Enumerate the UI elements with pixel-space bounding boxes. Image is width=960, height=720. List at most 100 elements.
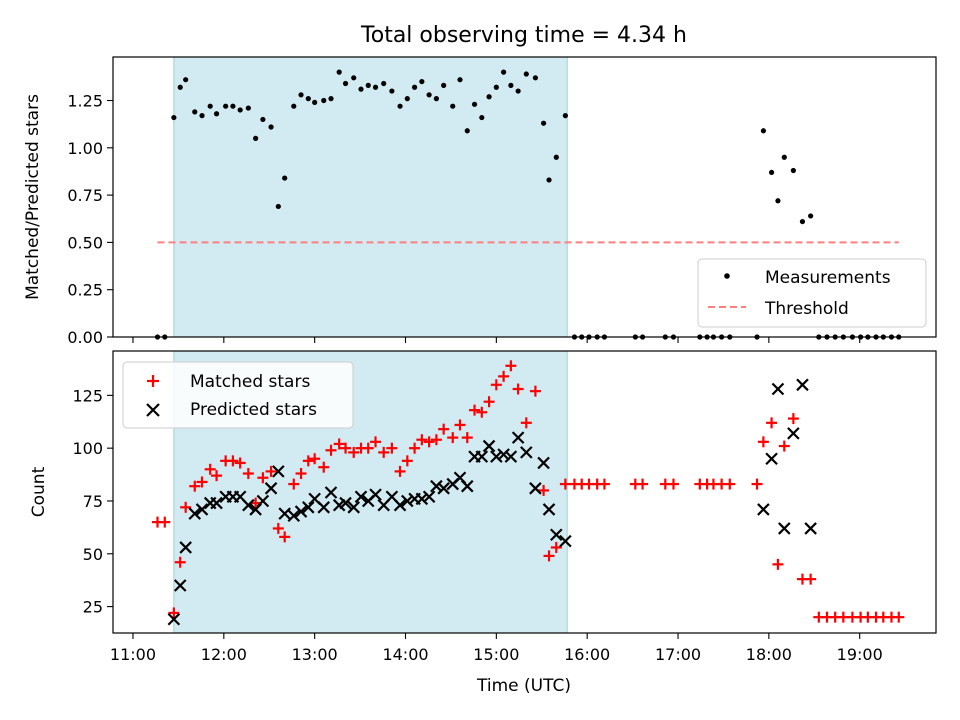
- top-y-tick-label: 0.00: [67, 328, 103, 347]
- measurement-point: [419, 78, 425, 85]
- predicted-star-b: [422, 490, 436, 504]
- legend-matched-marker: [147, 375, 159, 387]
- matched-star-point: [189, 480, 201, 492]
- matched-star-point: [295, 468, 307, 480]
- measurement-point: [192, 109, 198, 115]
- predicted-star-b: [347, 501, 361, 514]
- predicted-star-point: [520, 446, 533, 459]
- predicted-star-point: [529, 482, 542, 495]
- matched-star-point: [265, 465, 277, 477]
- measurement-point: [230, 103, 236, 109]
- x-tick-label: 19:00: [837, 645, 883, 664]
- predicted-star-point: [195, 503, 209, 516]
- measurement-point: [799, 218, 806, 225]
- matched-star-point: [174, 556, 186, 568]
- measurement-point: [358, 86, 364, 92]
- predicted-star-b: [559, 534, 572, 548]
- predicted-star-point: [173, 579, 187, 592]
- matched-star-point: [168, 607, 180, 619]
- measurement-point: [501, 69, 507, 75]
- top-legend-box: [697, 258, 927, 328]
- predicted-star-b: [757, 503, 770, 516]
- predicted-star-b: [415, 492, 429, 506]
- predicted-star-point: [264, 482, 278, 495]
- measurement-point: [781, 154, 787, 160]
- matched-star-point: [430, 434, 442, 446]
- predicted-star-point: [278, 507, 291, 520]
- x-tick-label: 17:00: [655, 645, 701, 664]
- predicted-star-b: [242, 498, 255, 512]
- matched-star-point: [288, 478, 300, 490]
- measurement-point: [291, 103, 297, 109]
- matched-star-point: [257, 472, 269, 484]
- measurement-point: [223, 103, 229, 109]
- measurement-point: [177, 84, 183, 90]
- measurement-point: [389, 88, 395, 94]
- x-axis-label: Time (UTC): [476, 676, 571, 696]
- measurement-point: [207, 103, 213, 109]
- legend-threshold-label: Threshold: [764, 299, 849, 319]
- bottom-legend: Matched stars Predicted stars: [122, 361, 354, 429]
- measurement-point: [260, 116, 266, 123]
- predicted-star-b: [324, 486, 338, 499]
- matched-star-point: [757, 436, 769, 448]
- x-tick-label: 15:00: [473, 645, 519, 664]
- predicted-star-point: [482, 439, 496, 453]
- predicted-star-b: [550, 528, 563, 542]
- predicted-star-b: [294, 505, 308, 518]
- measurement-point: [199, 113, 205, 119]
- x-tick-label: 13:00: [292, 645, 338, 664]
- predicted-star-point: [787, 427, 800, 440]
- matched-star-point: [498, 370, 510, 382]
- predicted-star-point: [550, 528, 563, 542]
- matched-star-point: [447, 432, 459, 444]
- predicted-star-point: [422, 490, 436, 504]
- predicted-star-b: [179, 541, 192, 554]
- matched-star-point: [766, 417, 778, 429]
- matched-star-point: [529, 385, 541, 397]
- matched-star-point: [483, 396, 495, 408]
- top-y-tick-label: 0.50: [67, 233, 103, 252]
- matched-star-point: [234, 457, 246, 469]
- predicted-star-b: [264, 482, 278, 495]
- matched-star-point: [272, 522, 284, 534]
- x-tick-label: 12:00: [201, 645, 247, 664]
- matched-star-point: [416, 434, 428, 446]
- measurement-point: [426, 92, 432, 98]
- predicted-star-b: [804, 522, 817, 535]
- bottom-axes-frame: [112, 350, 937, 634]
- predicted-star-point: [415, 492, 429, 506]
- matched-star-point: [409, 442, 421, 454]
- top-y-tick-label: 1.25: [67, 92, 103, 111]
- predicted-star-point: [287, 509, 301, 523]
- predicted-star-point: [475, 450, 489, 463]
- matched-star-point: [325, 444, 337, 456]
- predicted-star-point: [339, 496, 352, 510]
- x-tick-label: 11:00: [110, 645, 156, 664]
- matched-star-point: [893, 611, 905, 623]
- predicted-star-point: [324, 486, 338, 499]
- measurement-point: [546, 177, 552, 183]
- measurement-point: [305, 96, 311, 102]
- matched-star-point: [348, 446, 360, 458]
- matched-stars-points: [152, 360, 905, 623]
- measurement-point: [486, 94, 492, 100]
- matched-star-point: [211, 470, 223, 482]
- predicted-star-point: [537, 456, 550, 470]
- predicted-star-point: [188, 507, 202, 520]
- observing-window-top: [173, 56, 568, 338]
- predicted-star-point: [354, 490, 368, 504]
- measurement-point: [471, 101, 478, 107]
- measurement-point: [433, 96, 439, 102]
- bottom-panel: 25 50 75 100 125 11:00 12:00 13:00 14:00 15:00 16…: [29, 350, 937, 696]
- matched-star-point: [543, 550, 555, 562]
- matched-star-point: [386, 442, 398, 454]
- measurement-point: [441, 82, 447, 88]
- measurement-point: [768, 169, 775, 176]
- predicted-star-b: [272, 465, 285, 478]
- predicted-star-b: [542, 503, 556, 516]
- bottom-y-axis-label: Count: [29, 466, 49, 517]
- predicted-star-point: [542, 503, 556, 516]
- measurement-point: [464, 128, 470, 134]
- predicted-star-point: [511, 431, 525, 444]
